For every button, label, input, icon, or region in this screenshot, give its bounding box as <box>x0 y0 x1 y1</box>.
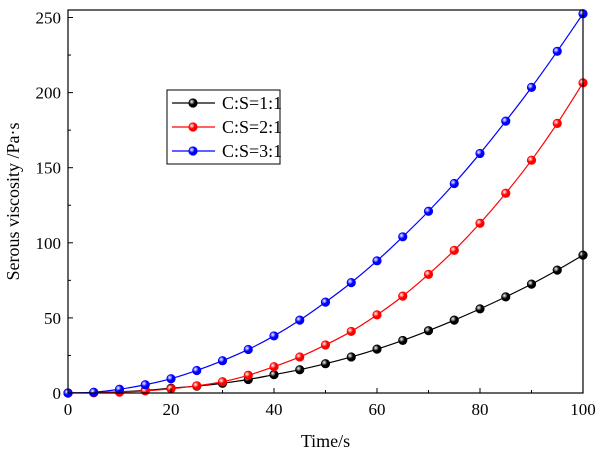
data-point <box>501 292 511 302</box>
data-point <box>423 206 434 216</box>
data-point <box>501 188 511 198</box>
data-point <box>372 256 382 266</box>
data-point <box>295 365 305 375</box>
y-tick-label: 250 <box>36 9 62 28</box>
data-point <box>243 344 253 355</box>
legend: C:S=1:1 C:S=2:1 C:S=3:1 <box>166 89 282 165</box>
data-point <box>217 356 228 366</box>
data-point <box>372 310 382 320</box>
data-point <box>346 278 356 288</box>
data-point <box>475 218 485 228</box>
data-point <box>269 370 279 380</box>
legend-label: C:S=2:1 <box>222 117 282 137</box>
series-line <box>67 13 584 394</box>
data-point <box>320 359 331 369</box>
x-tick-label: 100 <box>570 400 596 419</box>
data-point <box>449 245 459 255</box>
legend-marker <box>188 122 198 132</box>
data-point <box>89 387 99 397</box>
data-point <box>295 352 305 362</box>
legend-marker <box>188 146 198 156</box>
data-point <box>398 335 408 346</box>
data-point <box>552 46 562 56</box>
data-point <box>449 315 459 325</box>
data-point <box>526 279 537 289</box>
data-point <box>269 362 279 372</box>
y-tick-label: 150 <box>36 159 62 178</box>
data-point <box>501 116 511 126</box>
data-point <box>269 331 279 341</box>
legend-label: C:S=3:1 <box>222 141 282 161</box>
data-point <box>423 326 434 336</box>
data-point <box>320 340 331 350</box>
axis-ticks: 0 20 40 60 80 100 0 50 100 150 200 250 <box>36 9 596 419</box>
data-point <box>192 381 202 391</box>
data-point <box>526 82 537 92</box>
legend-label: C:S=1:1 <box>222 93 282 113</box>
data-point <box>192 365 202 376</box>
x-tick-label: 20 <box>163 400 180 419</box>
x-tick-label: 40 <box>266 400 283 419</box>
series-layer <box>63 9 588 398</box>
data-point <box>475 304 485 314</box>
data-point <box>552 265 562 275</box>
legend-marker <box>188 98 198 108</box>
data-point <box>423 269 434 279</box>
x-tick-label: 0 <box>64 400 73 419</box>
data-point <box>346 352 356 362</box>
data-point <box>449 178 459 189</box>
data-point <box>320 297 331 307</box>
y-axis-title: Serous viscosity /Pa·s <box>3 122 23 280</box>
data-point <box>398 291 408 301</box>
data-point <box>372 344 382 354</box>
data-point <box>243 370 253 380</box>
y-tick-label: 200 <box>36 84 62 103</box>
data-point <box>552 118 562 128</box>
data-point <box>346 326 356 337</box>
data-point <box>526 155 537 165</box>
data-point <box>140 380 150 390</box>
y-tick-label: 0 <box>53 384 62 403</box>
data-point <box>295 315 305 325</box>
data-point <box>217 377 228 387</box>
y-tick-label: 100 <box>36 234 62 253</box>
data-point <box>475 148 485 159</box>
plot-frame <box>67 9 584 394</box>
y-tick-label: 50 <box>44 309 61 328</box>
series-line <box>67 254 584 394</box>
x-axis-title: Time/s <box>301 431 350 451</box>
x-tick-label: 60 <box>369 400 386 419</box>
data-point <box>166 374 176 384</box>
x-tick-label: 80 <box>472 400 489 419</box>
data-point <box>398 232 408 242</box>
